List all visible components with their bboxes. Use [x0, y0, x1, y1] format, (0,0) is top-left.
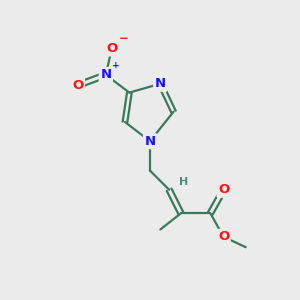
- Text: O: O: [106, 42, 117, 55]
- Text: N: N: [100, 68, 111, 81]
- Text: +: +: [112, 61, 120, 70]
- Text: H: H: [178, 177, 188, 188]
- Text: O: O: [218, 230, 229, 243]
- Text: N: N: [155, 77, 166, 90]
- Text: N: N: [144, 135, 156, 148]
- Text: O: O: [72, 79, 83, 92]
- Text: O: O: [218, 183, 229, 196]
- Text: −: −: [119, 32, 129, 45]
